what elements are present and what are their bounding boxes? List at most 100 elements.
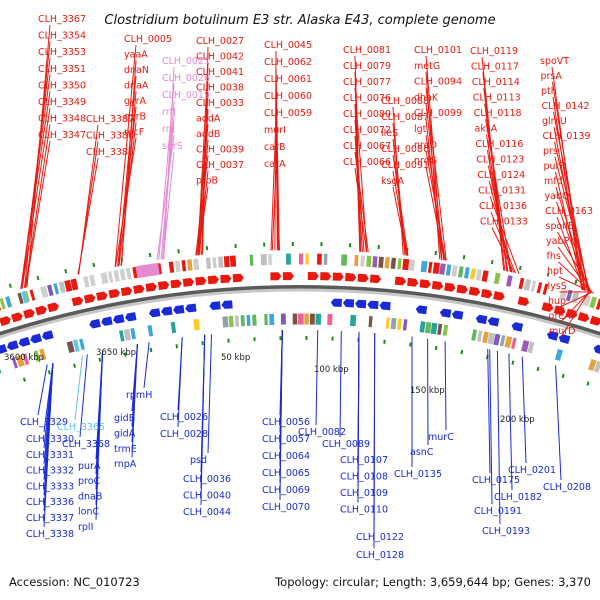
cog-band-reverse [246,314,251,326]
gene-label: rpmH [126,390,152,401]
gene-label: CLH_0131 [478,186,526,197]
cog-band-forward [40,285,49,298]
forward-gene-arrow [407,277,419,287]
cog-band-forward [427,261,433,274]
gene-label: lgt [414,124,427,135]
scale-tick-inner [149,347,153,353]
cog-band-reverse [22,353,30,366]
reverse-gene-arrow-shape [475,314,488,325]
reverse-gene-arrow-shape [185,303,197,313]
forward-gene-arrow [270,272,282,281]
gene-label: CLH_0077 [343,77,391,88]
forward-gene-arrow-shape [207,275,219,285]
gene-label: CLH_3337 [26,513,74,524]
forward-gene-arrow-shape [589,315,600,326]
leader-line-top [115,137,137,267]
gene-label: CLH_0039 [196,145,244,156]
gene-label: gidB [114,413,135,424]
gene-label: CLH_3351 [38,64,86,75]
gene-label: rrlJ [162,124,175,135]
gene-label: CLH_0064 [262,451,310,462]
gene-label: CLH_0057 [262,434,310,445]
gene-label: psd [190,455,207,466]
gene-label: CLH_0020 [162,73,210,84]
cog-band-forward [530,280,537,292]
leader-line-top [554,141,590,293]
cog-band-forward [445,264,452,276]
forward-gene-arrow-shape [71,296,84,307]
gene-label: CLH_3365 [57,422,105,433]
gene-label: CLH_0191 [474,506,522,517]
leader-line-bottom [95,350,104,520]
cog-band-reverse [437,323,443,336]
reverse-gene-arrow-shape [379,301,391,311]
gene-label: CLH_0135 [394,469,442,480]
leader-line-bottom [521,356,527,464]
forward-gene-arrow [145,282,157,292]
gene-label: CLH_0066 [343,157,391,168]
gene-label: CLH_0045 [264,40,312,51]
reverse-gene-arrow [209,301,221,310]
cog-band-forward [47,284,54,297]
leader-line-top [485,118,512,273]
cog-band-forward [559,287,568,300]
scale-tick-inner [511,360,515,365]
cog-band-reverse [252,314,257,326]
gene-label: CLH_0108 [340,472,388,483]
gene-label: CLH_0019 [162,90,210,101]
scale-tick-inner [73,363,76,368]
scale-tick-outer [177,249,180,254]
cog-band-reverse [402,319,408,331]
leader-line-bottom [177,337,183,428]
reverse-gene-arrow-shape [511,322,524,332]
cog-band-reverse [304,313,309,325]
gene-label: mfd [544,176,563,187]
reverse-gene-arrow [415,305,428,315]
gene-label: carB [264,142,285,153]
gene-label: CLH_0005 [124,34,172,45]
cog-band-forward [323,253,328,265]
gene-label: CLH_0037 [196,160,244,171]
gene-label: CLH_0128 [356,550,404,561]
gene-label: CLH_3347 [38,130,86,141]
scale-label-3600kbp: 3600 kbp [4,353,44,363]
cog-band-forward [298,253,303,265]
cog-band-reverse [297,313,304,325]
gene-label: recF [124,127,144,138]
backbone-arc-shadow [0,285,600,339]
reverse-gene-arrow [148,308,161,318]
gene-label: nrdG [414,156,437,167]
forward-gene-arrow [431,280,444,290]
scale-tick-outer [64,268,68,274]
leader-line-bottom [373,332,376,549]
forward-gene-arrow [207,275,219,285]
reverse-gene-arrow [42,330,54,341]
forward-gene-arrow-shape [407,277,419,287]
forward-gene-arrow [345,273,357,282]
gene-label: CLH_0114 [472,77,520,88]
reverse-gene-arrow-shape [101,316,113,326]
gene-label: CLH_3349 [38,97,86,108]
reverse-gene-arrow-shape [439,308,452,318]
gene-label: CLH_0076 [343,93,391,104]
gene-label: CLH_3333 [26,481,74,492]
forward-gene-arrow-shape [47,302,59,313]
gene-label: CLH_0163 [545,206,593,217]
gene-label: CLH_0028 [160,429,208,440]
cog-band-reverse [482,331,489,344]
forward-gene-arrow-shape [553,305,566,316]
forward-gene-arrow [23,308,35,319]
cog-band-reverse [471,329,478,341]
gene-label: CLH_0026 [160,412,208,423]
cog-band-reverse [315,313,322,325]
reverse-gene-arrow [367,300,379,310]
forward-gene-arrow-shape [493,291,505,301]
cog-band-reverse [385,317,390,329]
cog-band-reverse [240,315,245,327]
forward-gene-arrow-shape [357,273,369,283]
gene-label: prsA [541,71,563,82]
scale-label-100kbp: 100 kbp [314,365,349,375]
reverse-gene-arrow-shape [0,343,8,355]
gene-label: ileS [381,128,398,139]
